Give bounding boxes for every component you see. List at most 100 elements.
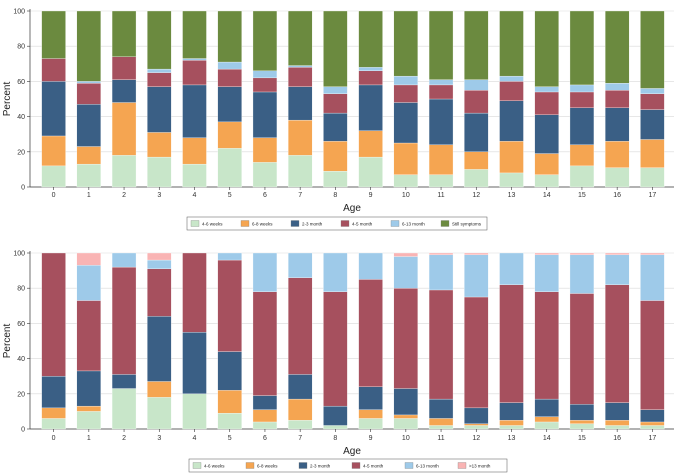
bar-segment	[464, 252, 489, 255]
bar-segment	[217, 259, 242, 352]
bar-segment	[534, 10, 559, 87]
bar-segment	[252, 137, 278, 163]
bar-segment	[182, 393, 207, 430]
legend-swatch	[245, 462, 255, 469]
y-tick-label: 20	[17, 149, 25, 156]
bar-segment	[252, 252, 278, 292]
bar-segment	[288, 10, 313, 66]
bar-segment	[428, 98, 454, 145]
bar-segment	[393, 256, 418, 289]
bar-segment	[147, 132, 172, 158]
bar-segment	[323, 252, 348, 292]
bar-segment	[147, 72, 172, 87]
bar-segment	[499, 172, 524, 188]
legend: 4-6 weeks 6-8 weeks 2-3 month 4-5 month 6-13…	[188, 458, 508, 473]
x-tick-label: 4	[193, 435, 197, 442]
x-tick-label: 9	[369, 192, 373, 199]
x-tick-label: 3	[157, 435, 161, 442]
bar-segment	[76, 81, 101, 84]
x-tick-label: 4	[193, 192, 197, 199]
bar-segment	[464, 423, 489, 426]
bar-segment	[464, 112, 489, 152]
bar-segment	[569, 252, 595, 255]
bar-segment	[428, 84, 454, 100]
bar-segment	[147, 397, 172, 430]
bar-segment	[640, 109, 665, 140]
bar-segment	[111, 10, 137, 57]
bar-segment	[640, 254, 665, 301]
bar-segment	[428, 144, 454, 175]
bar-segment	[393, 10, 418, 77]
y-axis-title: Percent	[2, 82, 13, 117]
bar-segment	[393, 418, 418, 430]
y-tick-label: 0	[21, 185, 25, 192]
bar-segment	[428, 10, 454, 80]
x-tick-label: 9	[369, 435, 373, 442]
legend-swatch	[340, 220, 350, 227]
bar-segment	[640, 88, 665, 94]
x-tick-label: 11	[437, 435, 444, 442]
bar-segment	[569, 404, 595, 421]
bar-segment	[499, 141, 524, 174]
legend-box	[186, 216, 488, 231]
bar-segment	[605, 90, 630, 108]
bar-segment	[41, 81, 66, 137]
bar-segment	[569, 84, 595, 93]
bar-segment	[569, 420, 595, 424]
bar-segment	[534, 291, 559, 400]
bar-segment	[217, 86, 242, 123]
bar-segment	[464, 407, 489, 424]
bar-segment	[393, 75, 418, 86]
bar-segment	[640, 93, 665, 110]
bar-segment	[76, 265, 101, 301]
bar-segment	[252, 409, 278, 423]
bar-segment	[428, 398, 454, 419]
x-tick-label: 5	[228, 192, 232, 199]
bar-segment	[464, 254, 489, 298]
y-axis-title: Percent	[2, 324, 13, 359]
bar-segment	[182, 332, 207, 394]
bar-segment	[217, 390, 242, 414]
bar-segment	[358, 70, 383, 86]
bar-segment	[605, 167, 630, 188]
bar-segment	[428, 425, 454, 430]
bar-segment	[41, 418, 66, 430]
legend-label: 2-3 month	[310, 464, 331, 469]
bar-segment	[499, 402, 524, 421]
y-tick-label: 60	[17, 321, 25, 328]
bar-segment	[147, 381, 172, 398]
bar-segment	[358, 156, 383, 188]
bar-segment	[640, 421, 665, 426]
bar-segment	[111, 56, 137, 80]
x-tick-label: 1	[87, 192, 91, 199]
bar-segment	[499, 81, 524, 101]
bar-segment	[182, 163, 207, 188]
bar-segment	[111, 388, 137, 430]
bar-segment	[217, 148, 242, 188]
bar-segment	[393, 414, 418, 419]
bar-segment	[288, 252, 313, 278]
legend-swatch	[440, 220, 450, 227]
bar-segment	[464, 90, 489, 114]
bar-segment	[464, 169, 489, 188]
bar-segment	[111, 155, 137, 188]
bar-segment	[182, 60, 207, 86]
bar-segment	[288, 277, 313, 375]
bar-segment	[640, 167, 665, 188]
legend-box	[188, 458, 508, 473]
legend-swatch	[290, 220, 300, 227]
bar-segment	[217, 413, 242, 430]
x-tick-label: 16	[613, 192, 621, 199]
x-tick-label: 0	[52, 192, 56, 199]
legend-label: 6-13 month	[402, 222, 425, 227]
bar-segment	[76, 10, 101, 82]
legend: 4-6 weeks 6-8 weeks 2-3 month 4-5 month 6-13…	[186, 216, 488, 231]
bar-segment	[534, 254, 559, 292]
bar-segment	[217, 121, 242, 149]
bar-segment	[111, 102, 137, 156]
x-tick-label: 8	[333, 435, 337, 442]
bar-segment	[534, 252, 559, 255]
bar-segment	[323, 425, 348, 430]
bar-segment	[217, 68, 242, 87]
